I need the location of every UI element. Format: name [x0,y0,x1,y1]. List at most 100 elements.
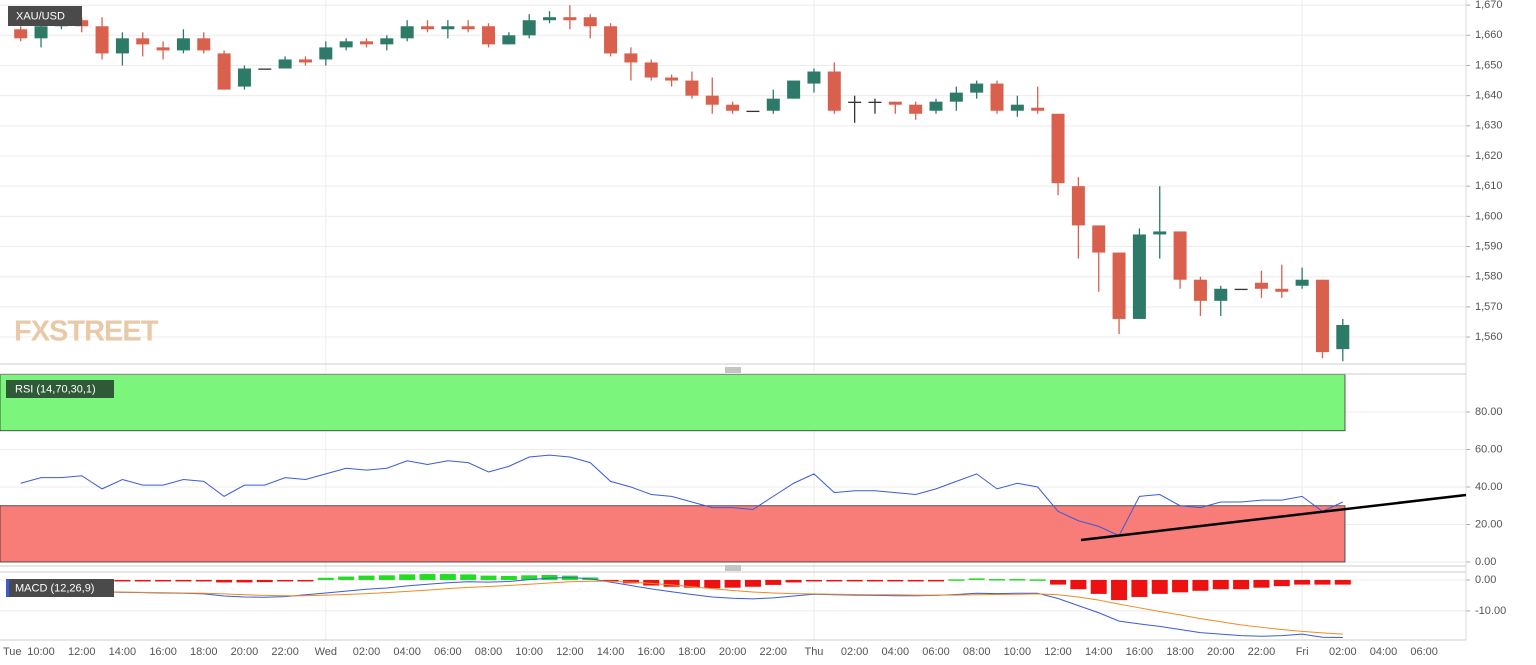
candle-body [888,101,902,105]
resize-handle[interactable] [725,367,741,373]
candle-body [156,47,170,51]
histogram-bar [1253,579,1270,588]
candle-body [278,59,292,69]
x-tick-label: 10:00 [1004,646,1032,658]
x-tick-label: 16:00 [1126,646,1154,658]
candle-body [359,41,373,45]
x-tick-label: 10:00 [27,646,55,658]
candle-body [217,53,231,90]
histogram-bar [1172,579,1189,593]
histogram-bar [1294,579,1311,585]
x-tick-label: 04:00 [393,646,421,658]
histogram-bar [989,579,1006,581]
histogram-bar [826,579,843,582]
y-tick-label: 60.00 [1475,443,1503,455]
x-tick-label: 06:00 [922,646,950,658]
histogram-bar [338,576,355,580]
x-tick-label: 12:00 [556,646,584,658]
candle-body [14,29,28,39]
indicator-label-box [6,380,114,398]
x-tick-label: 08:00 [475,646,503,658]
candle-body [298,59,312,63]
histogram-bar [195,579,212,582]
candle-body [1295,279,1309,286]
histogram-bar [236,579,253,583]
candle-body [258,68,272,70]
histogram-bar [419,574,436,580]
x-tick-label: 22:00 [1248,646,1276,658]
candle-body [339,41,353,48]
histogram-bar [480,575,497,580]
histogram-bar [358,575,375,580]
histogram-bar [785,579,802,583]
candle-body [726,104,740,111]
candle-body [95,26,109,54]
macd-title: MACD (12,26,9) [15,582,94,594]
y-tick-label: 40.00 [1475,481,1503,493]
x-tick-label: 06:00 [434,646,462,658]
y-tick-label: 1,630 [1475,120,1503,132]
candle-body [543,17,557,21]
histogram-bar [1273,579,1290,587]
histogram-bar [256,579,273,583]
histogram-bar [704,579,721,589]
candle-body [766,98,780,111]
candle-body [1071,186,1085,226]
histogram-bar [928,579,944,582]
histogram-bar [439,574,456,580]
histogram-bar [155,579,172,582]
candle-body [827,71,841,111]
y-tick-label: 1,670 [1475,0,1503,11]
x-tick-label: 14:00 [109,646,137,658]
histogram-bar [1050,579,1067,585]
indicator-label-accent [6,579,9,597]
y-tick-label: 1,660 [1475,29,1503,41]
trend-line [1080,493,1467,542]
candle-body [990,83,1004,111]
candle-body [1193,279,1207,301]
candle-body [1051,113,1065,184]
x-tick-label: 18:00 [1166,646,1194,658]
macd-line [20,576,1343,639]
histogram-bar [1233,579,1250,590]
y-tick-label: 1,640 [1475,90,1503,102]
candle-body [176,38,190,51]
macd-line [20,580,1343,635]
chart-title: XAU/USD [16,10,65,22]
histogram-bar [643,579,660,586]
candle-body [197,38,211,51]
histogram-bar [1131,579,1148,597]
histogram-bar [765,579,782,585]
candle-body [421,26,434,30]
candle-body [787,80,801,99]
y-tick-label: 1,570 [1475,301,1503,313]
x-tick-label: 04:00 [1370,646,1398,658]
x-tick-label: 20:00 [719,646,747,658]
y-tick-label: 1,600 [1475,210,1503,222]
candle-body [604,26,618,54]
histogram-bar [1111,579,1128,601]
y-tick-label: 1,610 [1475,180,1503,192]
y-tick-label: 1,650 [1475,59,1503,71]
candle-body [1336,324,1350,350]
x-tick-label: 22:00 [760,646,788,658]
watermark: FXSTREET [14,316,159,348]
x-tick-label: 12:00 [68,646,96,658]
candle-body [522,20,536,36]
candle-body [1254,282,1268,289]
resize-handle[interactable] [725,565,741,571]
y-tick-label: 1,560 [1475,331,1503,343]
x-tick-label: 20:00 [1207,646,1235,658]
candle-body [237,68,251,87]
x-tick-label: 12:00 [1044,646,1072,658]
histogram-bar [1192,579,1209,591]
x-tick-label: 06:00 [1410,646,1438,658]
candle-body [563,17,577,21]
histogram-bar [1151,579,1168,594]
x-tick-label: 16:00 [637,646,665,658]
histogram-bar [134,579,151,582]
histogram-bar [663,579,680,587]
histogram-bar [277,579,294,582]
